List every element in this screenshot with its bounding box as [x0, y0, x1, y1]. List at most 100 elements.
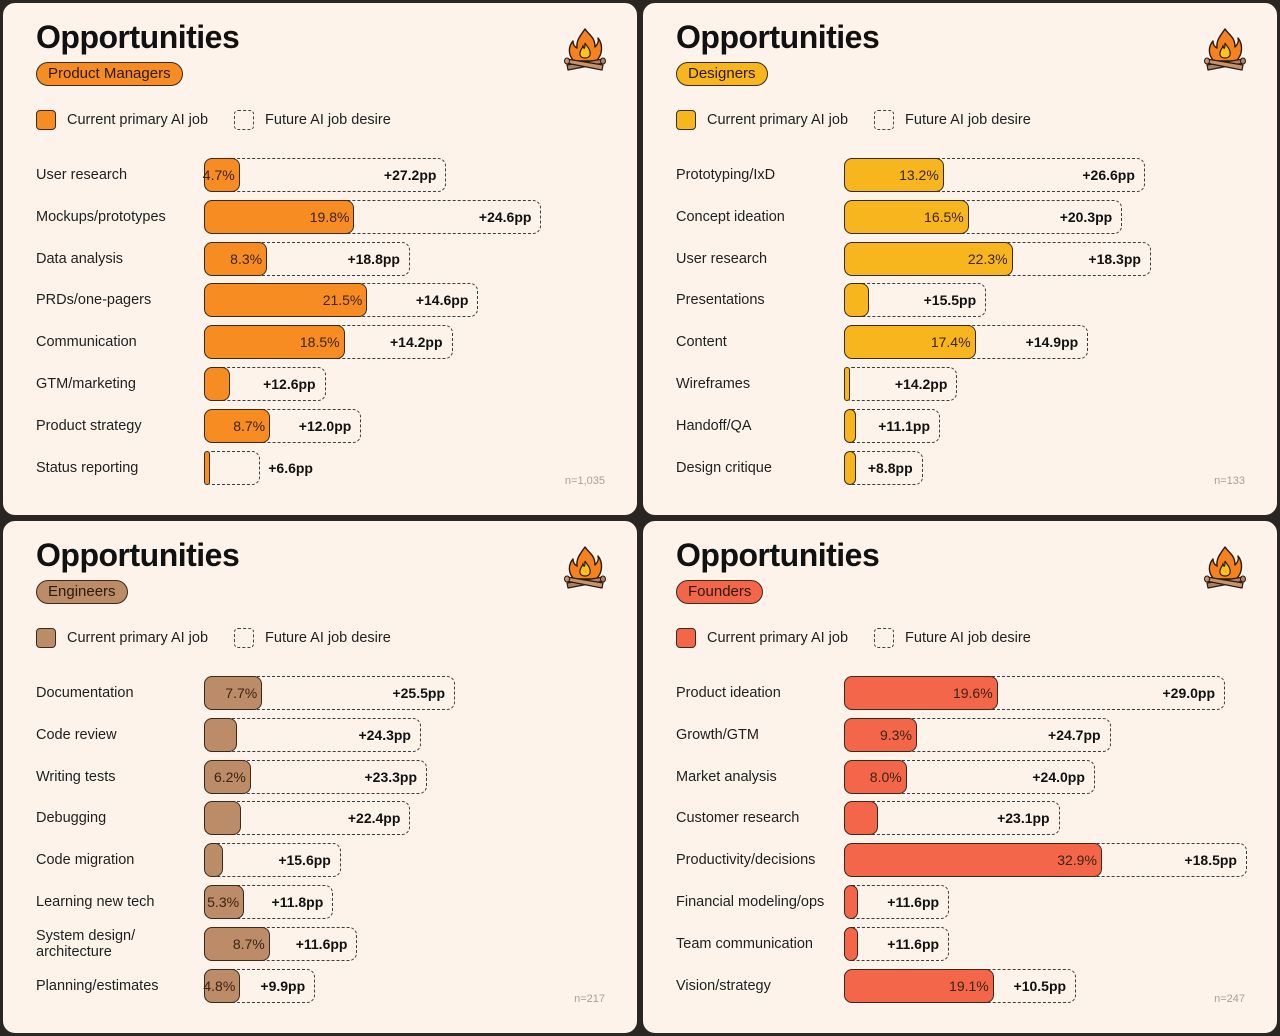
bar-row: Planning/estimates 4.8% +9.9pp [3, 968, 637, 1003]
current-job-bar: 19.1% [844, 968, 994, 1003]
current-job-bar [844, 885, 859, 919]
category-label: Presentations [676, 292, 765, 309]
delta-value-label: +24.6pp [478, 208, 532, 225]
legend-future-swatch [874, 628, 895, 648]
panel-product-managers: Opportunities Product Managers Current p… [1, 1, 639, 517]
current-value-label: 22.3% [967, 250, 1008, 267]
panel-title: Opportunities [676, 537, 880, 573]
current-value-label: 8.7% [233, 417, 266, 434]
category-label: System design/ architecture [36, 927, 136, 960]
current-job-bar: 8.7% [204, 408, 271, 443]
legend-future-swatch [234, 628, 255, 648]
current-job-bar [204, 801, 242, 836]
current-job-bar: 19.8% [204, 199, 355, 234]
category-label: Prototyping/IxD [676, 167, 776, 183]
current-value-label: 13.2% [899, 167, 939, 183]
current-value-label: 32.9% [1057, 852, 1097, 869]
category-label: Documentation [36, 685, 134, 701]
legend-current-label: Current primary AI job [707, 630, 849, 646]
bar-row: Design critique +8.8pp [643, 450, 1277, 485]
current-value-label: 5.3% [207, 894, 240, 910]
delta-value-label: +12.0pp [298, 417, 352, 434]
category-label: Customer research [676, 810, 800, 827]
sample-size-label: n=133 [1214, 475, 1245, 487]
current-value-label: 8.7% [232, 935, 265, 952]
legend-future-label: Future AI job desire [905, 112, 1031, 128]
category-label: Code review [36, 726, 117, 743]
current-job-bar [204, 717, 238, 752]
current-job-bar: 5.3% [204, 885, 245, 919]
campfire-icon [1203, 25, 1247, 75]
bar-row: Code review +24.3pp [3, 717, 637, 752]
segment-badge: Product Managers [36, 62, 183, 86]
delta-value-label: +23.1pp [997, 810, 1050, 827]
current-job-bar [204, 450, 211, 485]
current-job-bar: 6.2% [204, 759, 251, 794]
current-job-bar: 8.0% [844, 759, 907, 794]
delta-value-label: +11.8pp [271, 894, 324, 910]
bar-row: Product ideation 19.6% +29.0pp [643, 676, 1277, 710]
category-label: User research [36, 167, 128, 183]
category-label: Design critique [676, 459, 772, 476]
delta-value-label: +20.3pp [1059, 208, 1113, 225]
delta-value-label: +11.1pp [878, 417, 931, 434]
category-label: Debugging [36, 810, 107, 827]
delta-value-label: +18.8pp [347, 250, 400, 267]
bar-row: Growth/GTM 9.3% +24.7pp [643, 717, 1277, 752]
delta-value-label: +24.3pp [358, 726, 411, 743]
bar-row: Mockups/prototypes 19.8% +24.6pp [3, 199, 637, 234]
bar-row: Status reporting +6.6pp [3, 450, 637, 485]
category-label: Market analysis [676, 768, 777, 785]
bar-row: Code migration +15.6pp [3, 843, 637, 878]
current-value-label: 16.5% [924, 208, 964, 225]
delta-value-label: +25.5pp [392, 685, 445, 701]
category-label: Concept ideation [676, 208, 785, 225]
bar-row: Wireframes +14.2pp [643, 367, 1277, 401]
category-label: PRDs/one-pagers [36, 292, 152, 309]
current-value-label: 6.2% [213, 768, 246, 785]
delta-value-label: +15.6pp [278, 852, 331, 869]
legend: Current primary AI job Future AI job des… [36, 110, 391, 130]
segment-badge: Engineers [36, 580, 128, 604]
panel-engineers: Opportunities Engineers Current primary … [1, 519, 639, 1035]
delta-value-label: +24.0pp [1032, 768, 1085, 785]
category-label: Growth/GTM [676, 726, 759, 743]
bar-row: Prototyping/IxD 13.2% +26.6pp [643, 158, 1277, 192]
bar-row: Market analysis 8.0% +24.0pp [643, 759, 1277, 794]
bar-row: Presentations +15.5pp [643, 283, 1277, 318]
delta-value-label: +12.6pp [263, 376, 316, 392]
delta-value-label: +15.5pp [923, 292, 977, 309]
current-value-label: 21.5% [322, 292, 363, 309]
category-label: Product strategy [36, 417, 142, 434]
delta-value-label: +11.6pp [295, 935, 348, 952]
bar-row: Communication 18.5% +14.2pp [3, 325, 637, 360]
legend-current-swatch [36, 110, 56, 130]
delta-value-label: +14.6pp [415, 292, 469, 309]
delta-value-label: +6.6pp [268, 459, 313, 476]
current-job-bar: 21.5% [204, 283, 368, 318]
category-label: Financial modeling/ops [676, 894, 825, 910]
current-value-label: 18.5% [299, 334, 340, 351]
category-label: Wireframes [676, 376, 751, 392]
current-job-bar [844, 450, 857, 485]
category-label: Team communication [676, 935, 813, 952]
bar-row: Learning new tech 5.3% +11.8pp [3, 885, 637, 919]
delta-value-label: +18.3pp [1088, 250, 1141, 267]
legend-future-label: Future AI job desire [905, 630, 1031, 646]
current-job-bar: 17.4% [844, 325, 976, 360]
current-job-bar: 22.3% [844, 241, 1013, 276]
current-value-label: 7.7% [225, 685, 258, 701]
bar-row: Concept ideation 16.5% +20.3pp [643, 199, 1277, 234]
bar-row: Vision/strategy 19.1% +10.5pp [643, 968, 1277, 1003]
category-label: Handoff/QA [676, 417, 752, 434]
bar-row: System design/ architecture 8.7% +11.6pp [3, 926, 637, 961]
campfire-icon [563, 25, 607, 75]
current-value-label: 4.8% [203, 977, 236, 994]
current-job-bar [204, 843, 223, 878]
category-label: Content [676, 334, 727, 351]
current-job-bar: 32.9% [844, 843, 1102, 878]
category-label: Status reporting [36, 459, 139, 476]
legend-current-label: Current primary AI job [707, 112, 849, 128]
category-label: Vision/strategy [676, 977, 771, 994]
bar-row: Customer research +23.1pp [643, 801, 1277, 836]
